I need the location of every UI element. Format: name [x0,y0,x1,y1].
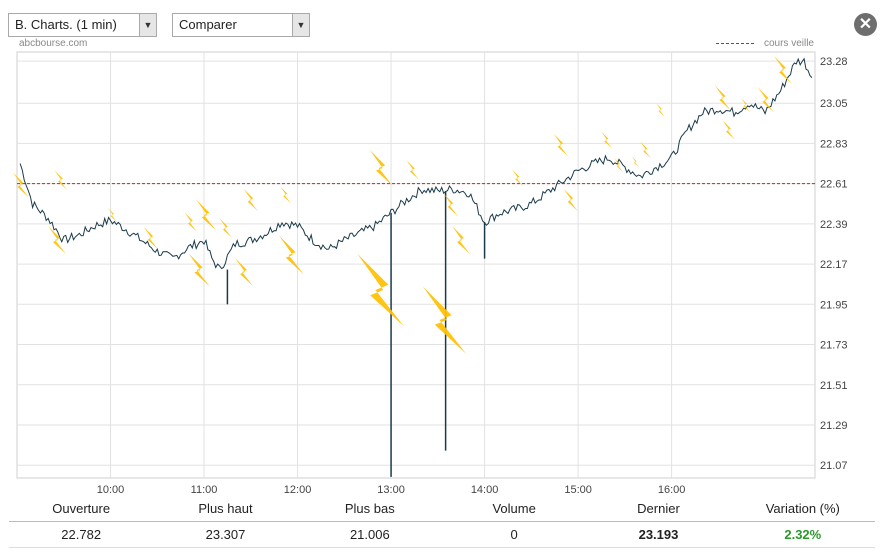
stats-header-row: Ouverture Plus haut Plus bas Volume Dern… [9,500,875,518]
x-tick-label: 11:00 [191,484,218,496]
stat-open: 22.782 [61,527,102,542]
lightning-bolt-icon [184,212,197,232]
lightning-bolt-icon [512,169,523,187]
stat-header: Variation (%) [765,501,840,516]
stat-variation: 2.32% [784,527,822,542]
lightning-bolt-icon [774,56,792,84]
lightning-bolt-icon [219,218,232,238]
lightning-bolt-icon [278,235,304,275]
stat-header: Dernier [637,501,680,516]
lightning-bolt-icon [54,170,67,190]
y-tick-label: 22.39 [820,219,848,231]
x-tick-label: 10:00 [97,484,125,496]
y-tick-label: 22.17 [820,259,848,271]
lightning-bolt-icon [631,156,639,168]
lightning-bolt-icon [369,149,393,187]
lightning-bolt-icon [48,226,66,254]
period-select[interactable]: B. Charts. (1 min) ▼ [8,13,157,37]
stat-header: Volume [492,501,536,516]
lightning-bolt-icon [108,208,117,222]
stats-value-row: 22.782 23.307 21.006 0 23.193 2.32% [9,521,875,548]
y-tick-label: 22.83 [820,138,848,150]
y-tick-label: 21.95 [820,299,848,311]
lightning-bolt-icon [143,226,158,250]
lightning-bolt-icon [357,253,404,327]
lightning-bolt-icon [553,133,568,157]
y-tick-label: 21.07 [820,460,848,472]
chart-source: abcbourse.com [19,38,88,49]
lightning-bolt-icon [443,193,458,217]
y-tick-label: 23.05 [820,98,848,110]
lightning-bolt-icon [757,87,774,113]
lightning-bolt-icon [280,186,291,204]
lightning-bolt-icon [406,160,419,180]
lightning-bolt-icon [640,141,651,159]
stats-table: Ouverture Plus haut Plus bas Volume Dern… [9,500,875,548]
x-tick-label: 16:00 [658,484,686,496]
divider [9,547,875,548]
y-tick-label: 21.29 [820,420,848,432]
lightning-bolt-icon [563,188,578,212]
plot-frame [16,51,816,479]
y-tick-label: 21.73 [820,340,848,352]
lightning-bolt-icon [243,188,258,212]
period-select-value: B. Charts. (1 min) [15,17,117,32]
compare-select-value: Comparer [179,17,237,32]
stat-volume: 0 [510,527,518,542]
stat-low: 21.006 [349,527,390,542]
x-tick-label: 14:00 [471,484,499,496]
lightning-bolt-icon [12,172,30,198]
triangle-down-icon[interactable]: ▼ [139,14,156,36]
lightning-bolt-icon [452,226,470,254]
stat-header: Plus haut [198,501,253,516]
compare-select[interactable]: Comparer ▼ [172,13,310,37]
lightning-bolt-icon [614,158,623,172]
lightning-bolt-icon [601,131,612,149]
triangle-down-icon[interactable]: ▼ [292,14,309,36]
legend-label: cours veille [763,38,814,49]
lightning-bolt-icon [656,103,665,117]
lightning-bolt-icon [422,286,466,354]
lightning-bolt-icon [714,85,731,111]
y-tick-label: 21.51 [820,380,848,392]
lightning-bolt-icon [741,98,750,112]
lightning-bolt-icon [196,199,216,231]
stat-last: 23.193 [638,527,679,542]
x-tick-label: 13:00 [377,484,405,496]
lightning-bolt-icon [235,258,253,286]
y-tick-label: 22.61 [820,179,848,191]
stat-header: Plus bas [344,501,395,516]
stat-header: Ouverture [52,501,111,516]
y-tick-label: 23.28 [820,56,848,68]
legend-dash [715,42,754,44]
lightning-bolt-icon [188,253,210,287]
price-line [19,57,813,270]
x-tick-label: 12:00 [284,484,312,496]
x-tick-label: 15:00 [564,484,592,496]
stat-high: 23.307 [205,527,246,542]
lightning-bolt-icon [722,120,735,140]
close-icon[interactable]: ✕ [854,13,877,36]
chart-legend: cours veille [715,38,814,49]
